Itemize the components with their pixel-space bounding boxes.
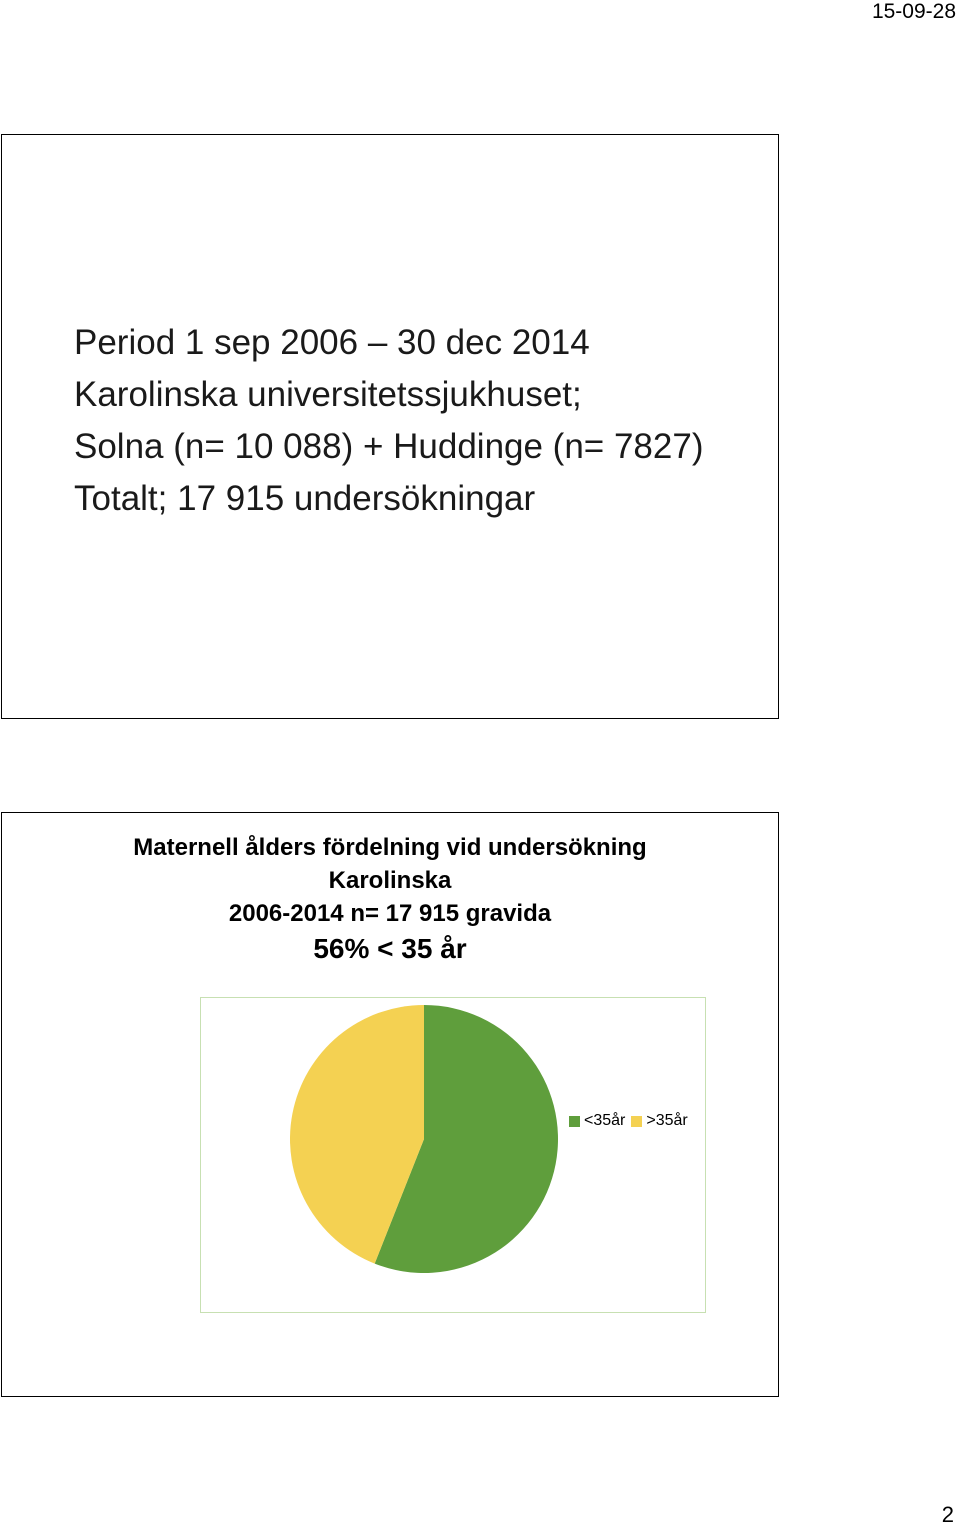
text-line-total: Totalt; 17 915 undersökningar [74,479,536,518]
legend-item-over-35: >35år [631,1112,688,1130]
title-line-2: Karolinska [328,867,452,894]
legend-label-under-35: <35år [584,1112,626,1129]
legend-swatch-over-35 [631,1115,643,1127]
legend-swatch-under-35 [569,1115,580,1127]
pie-slice-under-35 [374,1005,558,1273]
slide-1: Period 1 sep 2006 – 30 dec 2014 Karolins… [1,134,779,719]
page-number: 2 [941,1502,954,1527]
pie-slice-over-35 [290,1005,424,1264]
chart-legend: <35år >35år [569,1112,688,1130]
pie-chart-frame: <35år >35år [200,997,706,1313]
slide-2: Maternell ålders fördelning vid undersök… [1,812,779,1397]
text-line-sites: Solna (n= 10 088) + Huddinge (n= 7827) [74,427,704,466]
text-line-period: Period 1 sep 2006 – 30 dec 2014 [74,323,590,362]
pie-chart [290,1005,558,1273]
title-line-3: 2006-2014 n= 17 915 gravida [228,900,552,927]
title-line-1: Maternell ålders fördelning vid undersök… [133,834,647,861]
slide-1-text: Period 1 sep 2006 – 30 dec 2014 Karolins… [74,317,704,525]
headline-percentage: 56% < 35 år [313,933,467,964]
text-line-hospital: Karolinska universitetssjukhuset; [74,375,582,414]
print-date: 15-09-28 [871,0,956,23]
legend-item-under-35: <35år [569,1112,625,1130]
legend-label-over-35: >35år [646,1112,688,1129]
slide-2-title: Maternell ålders fördelning vid undersök… [2,831,778,967]
